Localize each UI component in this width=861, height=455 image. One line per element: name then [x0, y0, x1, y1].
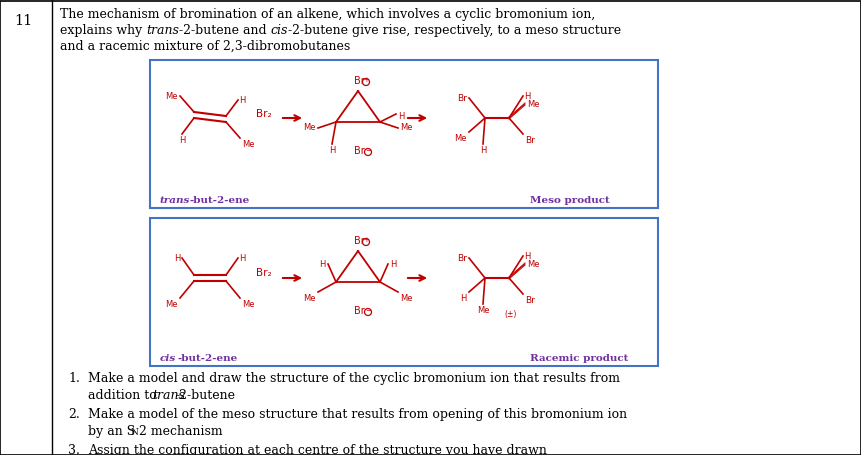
Text: Assign the configuration at each centre of the structure you have drawn: Assign the configuration at each centre …: [88, 444, 546, 455]
Text: Me: Me: [476, 306, 489, 315]
Text: H: H: [238, 254, 245, 263]
Text: H: H: [389, 260, 396, 269]
Text: Br₂: Br₂: [256, 268, 271, 278]
Text: Me: Me: [303, 294, 316, 303]
Text: addition to: addition to: [88, 389, 160, 402]
Text: trans: trans: [152, 389, 184, 402]
Text: +: +: [362, 77, 369, 84]
Text: -but-2-ene: -but-2-ene: [189, 196, 250, 205]
Text: 2.: 2.: [68, 408, 80, 421]
Text: H: H: [238, 96, 245, 105]
Text: explains why: explains why: [60, 24, 146, 37]
Text: Make a model of the meso structure that results from opening of this bromonium i: Make a model of the meso structure that …: [88, 408, 627, 421]
Text: H: H: [175, 254, 181, 263]
Text: Me: Me: [303, 123, 316, 132]
Text: Br: Br: [524, 296, 535, 305]
Text: Br: Br: [354, 76, 364, 86]
Text: H: H: [460, 294, 467, 303]
Text: Br: Br: [456, 254, 467, 263]
Text: -but-2-ene: -but-2-ene: [177, 354, 238, 363]
Text: 11: 11: [14, 14, 32, 28]
Text: H: H: [523, 252, 530, 261]
Text: Me: Me: [400, 123, 412, 132]
Text: Meso product: Meso product: [530, 196, 609, 205]
Text: Me: Me: [454, 134, 467, 143]
Text: Me: Me: [526, 260, 539, 269]
Text: -2-butene give rise, respectively, to a meso structure: -2-butene give rise, respectively, to a …: [288, 24, 621, 37]
Text: The mechanism of bromination of an alkene, which involves a cyclic bromonium ion: The mechanism of bromination of an alken…: [60, 8, 595, 21]
Text: Me: Me: [526, 100, 539, 109]
Text: Me: Me: [165, 300, 177, 309]
Text: H: H: [398, 112, 404, 121]
Bar: [150, 218, 657, 366]
Text: Racemic product: Racemic product: [530, 354, 628, 363]
Text: H: H: [328, 146, 335, 155]
Text: H: H: [523, 92, 530, 101]
Text: −: −: [365, 148, 370, 154]
Text: −: −: [365, 308, 370, 314]
Text: Br: Br: [456, 94, 467, 103]
Text: H: H: [178, 136, 185, 145]
Text: Me: Me: [165, 92, 177, 101]
Text: H: H: [480, 146, 486, 155]
Text: -2-butene: -2-butene: [176, 389, 236, 402]
Text: Me: Me: [242, 140, 254, 149]
Text: (±): (±): [505, 310, 517, 319]
Text: Me: Me: [242, 300, 254, 309]
Text: cis: cis: [160, 354, 176, 363]
Text: Me: Me: [400, 294, 412, 303]
Text: trans: trans: [160, 196, 190, 205]
Bar: [150, 60, 657, 208]
Text: Br: Br: [354, 306, 364, 316]
Text: N: N: [131, 428, 139, 437]
Text: -2-butene and: -2-butene and: [179, 24, 270, 37]
Text: 2 mechanism: 2 mechanism: [139, 425, 222, 438]
Text: and a racemic mixture of 2,3-dibromobutanes: and a racemic mixture of 2,3-dibromobuta…: [60, 40, 350, 53]
Text: 3.: 3.: [68, 444, 80, 455]
Text: +: +: [362, 238, 369, 243]
Text: Br: Br: [354, 146, 364, 156]
Text: H: H: [319, 260, 325, 269]
Text: trans: trans: [146, 24, 179, 37]
Text: Br: Br: [524, 136, 535, 145]
Text: Make a model and draw the structure of the cyclic bromonium ion that results fro: Make a model and draw the structure of t…: [88, 372, 619, 385]
Text: Br₂: Br₂: [256, 109, 271, 119]
Text: Br: Br: [354, 236, 364, 246]
Text: cis: cis: [270, 24, 288, 37]
Text: by an S: by an S: [88, 425, 135, 438]
Text: 1.: 1.: [68, 372, 80, 385]
